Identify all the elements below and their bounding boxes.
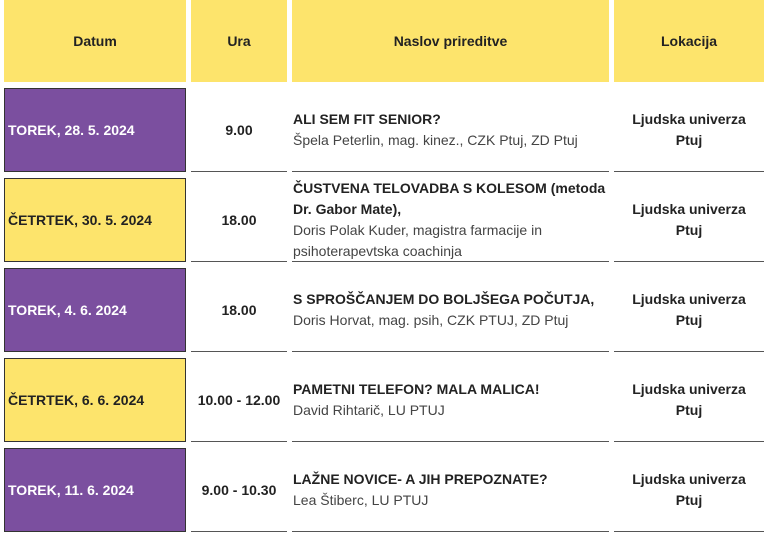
event-title: PAMETNI TELEFON? MALA MALICA!: [293, 380, 540, 397]
time-cell: 18.00: [191, 268, 287, 352]
date-cell: TOREK, 4. 6. 2024: [4, 268, 186, 352]
header-cell: Datum: [4, 0, 186, 82]
event-speaker: Doris Polak Kuder, magistra farmacije in…: [293, 221, 542, 259]
date-cell: ČETRTEK, 30. 5. 2024: [4, 178, 186, 262]
header-cell: Lokacija: [614, 0, 764, 82]
time-cell: 18.00: [191, 178, 287, 262]
location-cell: Ljudska univerza Ptuj: [614, 178, 764, 262]
time-cell: 9.00 - 10.30: [191, 448, 287, 532]
time-cell: 9.00: [191, 88, 287, 172]
event-title: LAŽNE NOVICE- A JIH PREPOZNATE?: [293, 470, 548, 487]
event-speaker: David Rihtarič, LU PTUJ: [293, 401, 445, 418]
event-cell: ALI SEM FIT SENIOR? Špela Peterlin, mag. …: [292, 88, 609, 172]
event-speaker: Lea Štiberc, LU PTUJ: [293, 491, 429, 508]
event-speaker: Doris Horvat, mag. psih, CZK PTUJ, ZD Pt…: [293, 311, 569, 328]
event-cell: ČUSTVENA TELOVADBA S KOLESOM (metoda Dr.…: [292, 178, 609, 262]
event-cell: S SPROŠČANJEM DO BOLJŠEGA POČUTJA, Doris …: [292, 268, 609, 352]
date-cell: ČETRTEK, 6. 6. 2024: [4, 358, 186, 442]
event-cell: LAŽNE NOVICE- A JIH PREPOZNATE? Lea Štibe…: [292, 448, 609, 532]
event-cell: PAMETNI TELEFON? MALA MALICA! David Rihta…: [292, 358, 609, 442]
location-cell: Ljudska univerza Ptuj: [614, 448, 764, 532]
date-cell: TOREK, 11. 6. 2024: [4, 448, 186, 532]
location-cell: Ljudska univerza Ptuj: [614, 268, 764, 352]
header-cell: Ura: [191, 0, 287, 82]
time-cell: 10.00 - 12.00: [191, 358, 287, 442]
event-speaker: Špela Peterlin, mag. kinez., CZK Ptuj, Z…: [293, 131, 578, 148]
date-cell: TOREK, 28. 5. 2024: [4, 88, 186, 172]
location-cell: Ljudska univerza Ptuj: [614, 88, 764, 172]
event-title: ALI SEM FIT SENIOR?: [293, 110, 441, 127]
event-title: S SPROŠČANJEM DO BOLJŠEGA POČUTJA,: [293, 290, 595, 307]
event-title: ČUSTVENA TELOVADBA S KOLESOM (metoda Dr.…: [293, 179, 606, 217]
header-cell: Naslov prireditve: [292, 0, 609, 82]
location-cell: Ljudska univerza Ptuj: [614, 358, 764, 442]
